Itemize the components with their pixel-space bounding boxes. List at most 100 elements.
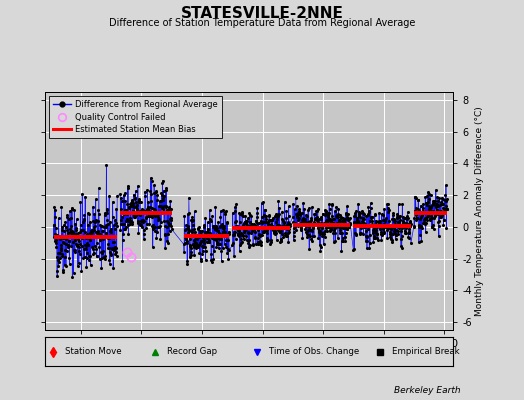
- Point: [254, 227, 263, 233]
- Point: [389, 210, 398, 216]
- Point: [194, 226, 202, 232]
- Point: [352, 208, 361, 214]
- Point: [141, 188, 149, 195]
- Point: [300, 219, 309, 225]
- Point: [160, 218, 168, 225]
- Point: [57, 204, 66, 210]
- Point: [219, 228, 227, 235]
- Point: [351, 230, 359, 236]
- Point: [440, 209, 448, 216]
- Point: [259, 224, 267, 231]
- Point: [70, 247, 78, 253]
- Point: [299, 219, 308, 226]
- Point: [149, 225, 158, 231]
- Point: [230, 231, 238, 237]
- Point: [329, 220, 337, 227]
- Point: [336, 212, 345, 218]
- Point: [285, 229, 293, 235]
- Point: [159, 206, 167, 212]
- Point: [433, 194, 441, 200]
- Point: [333, 214, 342, 220]
- Point: [324, 210, 332, 216]
- Point: [424, 205, 433, 212]
- Point: [315, 242, 324, 248]
- Point: [352, 230, 361, 237]
- Point: [234, 232, 242, 238]
- Point: [286, 221, 294, 227]
- Point: [396, 213, 405, 219]
- Point: [192, 245, 200, 251]
- Point: [104, 221, 112, 227]
- Point: [286, 223, 294, 229]
- Point: [63, 244, 72, 250]
- Point: [436, 208, 444, 214]
- Point: [216, 241, 224, 247]
- Point: [51, 214, 60, 220]
- Point: [328, 202, 336, 208]
- Point: [325, 217, 333, 224]
- Point: [271, 231, 279, 237]
- Point: [235, 248, 244, 254]
- Point: [153, 192, 161, 198]
- Point: [342, 210, 350, 216]
- Point: [279, 225, 287, 231]
- Point: [380, 206, 388, 212]
- Point: [411, 195, 420, 201]
- Point: [391, 230, 399, 236]
- Point: [261, 227, 270, 234]
- Point: [411, 194, 419, 200]
- Point: [141, 210, 150, 216]
- Point: [369, 227, 377, 234]
- Point: [352, 231, 360, 238]
- Point: [76, 199, 84, 205]
- Point: [336, 224, 344, 230]
- Point: [353, 216, 362, 223]
- Point: [418, 211, 427, 217]
- Point: [303, 230, 312, 237]
- Point: [300, 206, 308, 213]
- Point: [272, 213, 280, 219]
- Point: [221, 210, 230, 217]
- Point: [395, 214, 403, 220]
- Point: [67, 230, 75, 236]
- Point: [420, 209, 428, 216]
- Point: [259, 219, 268, 225]
- Point: [271, 230, 280, 236]
- Point: [83, 210, 92, 217]
- Point: [74, 230, 82, 236]
- Point: [324, 224, 333, 230]
- Point: [274, 211, 282, 217]
- Point: [362, 212, 370, 219]
- Point: [330, 222, 339, 229]
- Point: [81, 246, 90, 252]
- Point: [425, 191, 433, 197]
- Point: [217, 258, 226, 264]
- Point: [126, 203, 135, 209]
- Point: [238, 210, 246, 217]
- Point: [95, 244, 103, 250]
- Point: [113, 222, 121, 229]
- Point: [413, 210, 422, 216]
- Point: [269, 215, 277, 221]
- Point: [146, 204, 154, 210]
- Point: [51, 237, 60, 244]
- Point: [122, 218, 130, 224]
- Point: [397, 242, 405, 249]
- Point: [126, 218, 134, 225]
- Point: [225, 247, 233, 254]
- Point: [222, 237, 231, 243]
- Point: [320, 241, 328, 247]
- Point: [278, 223, 286, 229]
- Point: [418, 225, 426, 231]
- Point: [337, 218, 346, 224]
- Point: [149, 244, 157, 250]
- Point: [439, 196, 447, 202]
- Point: [189, 241, 197, 248]
- Point: [345, 223, 353, 229]
- Point: [333, 214, 342, 220]
- Point: [417, 237, 425, 244]
- Point: [395, 225, 403, 231]
- Point: [355, 209, 364, 216]
- Point: [95, 210, 103, 217]
- Point: [343, 216, 352, 222]
